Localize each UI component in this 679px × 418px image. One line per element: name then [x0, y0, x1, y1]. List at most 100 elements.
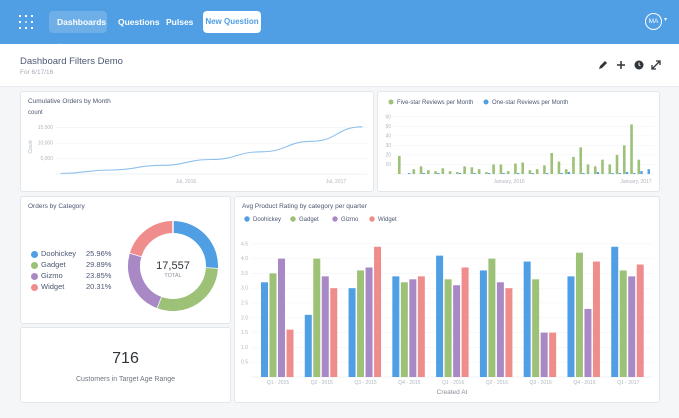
bar-one-star — [487, 173, 491, 174]
legend-name: Doohickey — [41, 249, 77, 258]
y-tick-label: 2.0 — [241, 315, 248, 321]
bar-gadget — [357, 270, 365, 377]
bar-five-star — [441, 168, 445, 174]
history-icon[interactable] — [633, 59, 645, 71]
y-tick-label: 4.0 — [241, 256, 248, 262]
bar-gizmo — [278, 258, 285, 377]
bar-widget — [286, 329, 294, 377]
y-tick-label: 15,000 — [38, 125, 54, 131]
bar-five-star — [456, 172, 459, 174]
legend-item-doohickey[interactable]: Doohickey 25.96% — [31, 249, 121, 260]
reviews-bar-chart: Five-star Reviews per Month One-star Revi… — [385, 99, 654, 185]
chevron-down-icon[interactable]: ▾ — [664, 17, 668, 23]
customers-label: Customers in Target Age Range — [75, 376, 176, 383]
bar-gadget — [619, 270, 627, 377]
x-tick-label: Q1 - 2015 — [267, 380, 289, 386]
card-cumulative-orders[interactable]: Cumulative Orders by Month count 15,000 1… — [20, 91, 374, 192]
new-question-button[interactable]: New Question — [203, 11, 261, 33]
legend-item-gizmo[interactable]: Gizmo 23.85% — [31, 271, 121, 282]
x-tick-label: Q3 - 2015 — [354, 380, 376, 386]
category-legend: Doohickey 25.96% Gadget 29.89% Gizmo 23.85% Wi… — [31, 249, 121, 293]
bar-five-star — [550, 153, 553, 174]
nav-dashboards[interactable]: Dashboards ▾ — [49, 11, 107, 49]
bar-five-star — [477, 169, 481, 174]
legend-item-widget[interactable]: Widget 20.31% — [31, 282, 121, 293]
y-tick-label: 60 — [385, 114, 391, 120]
bar-doohickey — [392, 276, 400, 377]
bar-gizmo — [321, 276, 329, 377]
legend-dot-doohickey — [244, 216, 250, 222]
bar-five-star — [463, 166, 466, 174]
legend-label-widget: Widget — [378, 217, 397, 223]
bar-one-star — [647, 169, 650, 174]
bar-gadget — [444, 279, 452, 377]
bar-widget — [636, 264, 644, 377]
bar-five-star — [528, 170, 532, 174]
bar-doohickey — [304, 314, 312, 377]
legend-name: Gadget — [41, 260, 66, 269]
bar-one-star — [596, 172, 600, 174]
nav-pulses[interactable]: Pulses — [166, 17, 194, 27]
data-point — [361, 126, 363, 128]
bar-one-star — [408, 173, 411, 174]
slice-doohickey — [172, 221, 218, 269]
customers-count: 716 — [112, 350, 139, 367]
legend-name: Widget — [41, 282, 65, 291]
bar-doohickey — [567, 276, 575, 377]
data-point — [160, 164, 162, 166]
bar-one-star — [582, 173, 585, 174]
series-line-orders — [60, 126, 363, 174]
x-tick-label: Q4 - 2016 — [573, 380, 595, 386]
card-reviews[interactable]: Five-star Reviews per Month One-star Revi… — [377, 91, 660, 192]
legend-item-gadget[interactable]: Gadget 29.89% — [31, 260, 121, 271]
y-tick-label: 50 — [385, 124, 391, 130]
bar-gizmo — [453, 285, 461, 377]
bar-gizmo — [584, 308, 592, 377]
card-avg-product-rating[interactable]: Avg Product Rating by category per quart… — [234, 196, 660, 403]
bar-five-star — [564, 169, 568, 174]
y-tick-label: 3.5 — [241, 271, 248, 277]
data-point — [261, 151, 263, 153]
bar-widget — [374, 246, 382, 377]
card-orders-by-category[interactable]: Orders by Category Doohickey 25.96% Gadget… — [20, 196, 231, 324]
y-tick-label: 0.5 — [241, 360, 248, 366]
bar-five-star — [535, 169, 539, 174]
pencil-icon[interactable] — [597, 59, 609, 71]
bar-gizmo — [409, 279, 417, 377]
avatar[interactable]: MA — [645, 13, 662, 30]
bar-doohickey — [479, 270, 487, 377]
bar-one-star — [516, 173, 520, 174]
bar-five-star — [593, 166, 597, 174]
bar-five-star — [557, 161, 561, 174]
data-point — [110, 169, 112, 171]
x-axis-title: Created At — [437, 389, 468, 396]
expand-icon[interactable] — [650, 59, 662, 71]
metabase-logo-icon[interactable] — [18, 14, 34, 30]
legend-label-gadget: Gadget — [299, 217, 319, 223]
page-title: Dashboard Filters Demo — [20, 56, 123, 67]
legend-dot-gadget — [290, 216, 296, 222]
card-title: Cumulative Orders by Month — [28, 98, 111, 105]
cumulative-line-chart: 15,000 10,000 5,000 Count Jul, 2016 Jul, 2017 — [28, 125, 367, 185]
dashboard-header: Dashboard Filters Demo For 6/17/16 — [0, 44, 679, 87]
x-tick-label: Jul, 2016 — [176, 179, 197, 185]
y-tick-label: 30 — [385, 143, 391, 149]
bar-widget — [505, 288, 513, 377]
bar-doohickey — [261, 282, 268, 377]
bar-five-star — [485, 172, 488, 174]
x-tick-label: Q3 - 2016 — [530, 380, 552, 386]
data-point — [211, 158, 212, 160]
bar-gadget — [532, 279, 540, 377]
x-tick-label: Q2 - 2016 — [486, 380, 508, 386]
bar-five-star — [630, 124, 633, 174]
bar-doohickey — [611, 246, 619, 377]
y-tick-label: 1.5 — [241, 330, 248, 336]
legend-dot — [31, 251, 38, 258]
card-customers[interactable]: 716 Customers in Target Age Range — [20, 327, 231, 403]
bar-one-star — [560, 173, 563, 174]
nav-questions[interactable]: Questions — [118, 17, 160, 27]
bar-five-star — [521, 162, 524, 174]
plus-icon[interactable] — [615, 59, 627, 71]
bar-five-star — [514, 163, 517, 174]
